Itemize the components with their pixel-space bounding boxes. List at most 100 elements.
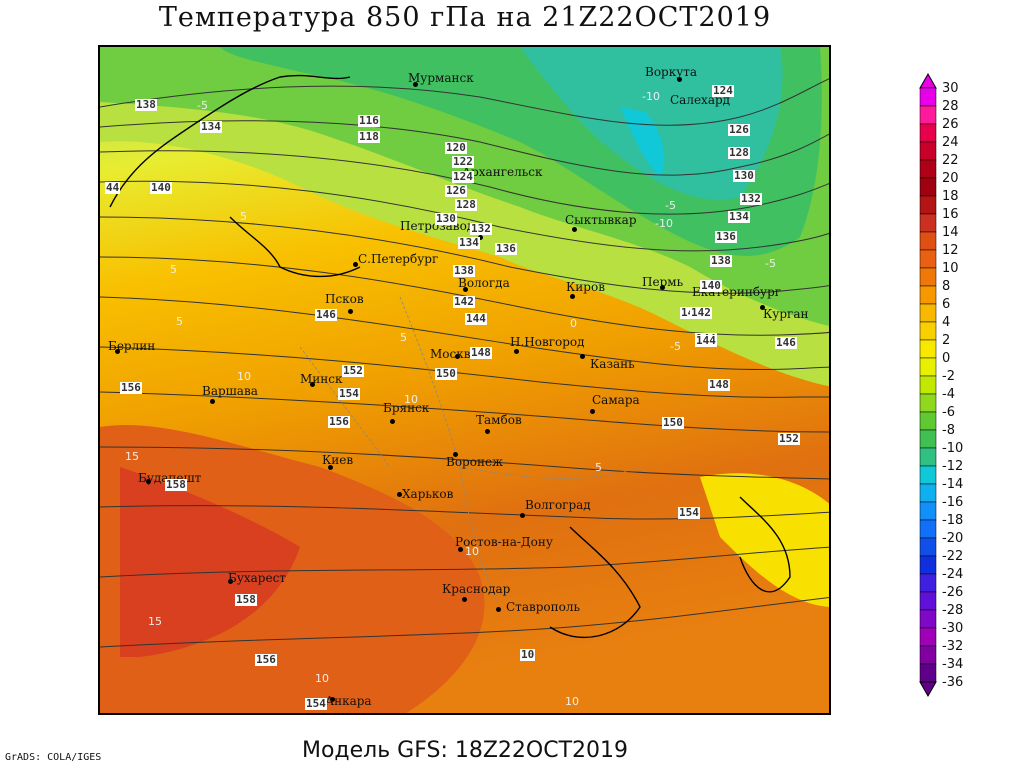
city-vorkuta: Воркута: [645, 65, 698, 79]
colorbar-tick-label: -2: [942, 369, 955, 384]
city-dot: [496, 607, 501, 612]
city-kiev: Киев: [322, 453, 354, 467]
colorbar-tick-label: 28: [942, 99, 959, 114]
city-dot: [660, 285, 665, 290]
city-minsk: Минск: [300, 372, 343, 386]
city-dot: [478, 235, 483, 240]
colorbar-swatch: [919, 285, 937, 305]
colorbar-tick-label: -34: [942, 657, 963, 672]
colorbar-tick-label: 16: [942, 207, 959, 222]
colorbar-swatch: [919, 321, 937, 341]
height-label: 140: [150, 181, 172, 194]
temp-label: 10: [315, 672, 329, 685]
city-dot: [677, 77, 682, 82]
city-berlin: Берлин: [108, 339, 156, 353]
city-dot: [353, 262, 358, 267]
temp-label: 5: [170, 263, 177, 276]
colorbar-tick-label: 8: [942, 279, 950, 294]
height-label: 150: [662, 416, 684, 429]
colorbar-swatch: [919, 591, 937, 611]
height-label: 152: [778, 432, 800, 445]
colorbar-swatch: [919, 87, 937, 107]
city-kirov: Киров: [566, 280, 605, 294]
city-dot: [210, 399, 215, 404]
colorbar-tick-label: 2: [942, 333, 950, 348]
height-label: 154: [305, 697, 327, 710]
city-stavropol: Ставрополь: [506, 600, 581, 614]
city-dot: [590, 409, 595, 414]
colorbar-swatch: [919, 375, 937, 395]
colorbar-swatch: [919, 123, 937, 143]
height-label: 152: [342, 364, 364, 377]
colorbar-swatch: [919, 663, 937, 683]
colorbar-tick-label: 30: [942, 81, 959, 96]
city-vologda: Вологда: [458, 276, 510, 290]
city-spb: С.Петербург: [358, 252, 439, 266]
height-label: 132: [740, 192, 762, 205]
height-label: 142: [690, 306, 712, 319]
colorbar-tick-label: -24: [942, 567, 963, 582]
city-dot: [348, 309, 353, 314]
colorbar-tick-label: 20: [942, 171, 959, 186]
city-volgograd: Волгоград: [525, 498, 591, 512]
height-label: 134: [728, 210, 750, 223]
city-dot: [146, 479, 151, 484]
height-label: 134: [200, 120, 222, 133]
height-label: 122: [452, 155, 474, 168]
colorbar-swatch: [919, 159, 937, 179]
height-label: 146: [315, 308, 337, 321]
city-dot: [580, 354, 585, 359]
colorbar-swatch: [919, 555, 937, 575]
height-label: 132: [470, 222, 492, 235]
height-label: 158: [235, 593, 257, 606]
colorbar-swatch: [919, 447, 937, 467]
colorbar-swatch: [919, 105, 937, 125]
height-label: 156: [255, 653, 277, 666]
height-label: 150: [435, 367, 457, 380]
height-label: 124: [712, 84, 734, 97]
city-samara: Самара: [592, 393, 640, 407]
height-label: 156: [120, 381, 142, 394]
colorbar-tick-label: -30: [942, 621, 963, 636]
colorbar-swatch: [919, 195, 937, 215]
coastlines: [109, 74, 791, 639]
temp-label: 10: [465, 545, 479, 558]
city-murmansk: Мурманск: [408, 71, 474, 85]
city-arkhangelsk: Архангельск: [462, 165, 543, 179]
colorbar-tick-label: 12: [942, 243, 959, 258]
city-kazan: Казань: [590, 357, 635, 371]
temp-label: 10: [565, 695, 579, 708]
city-dot: [458, 547, 463, 552]
colorbar-tick-label: -4: [942, 387, 955, 402]
model-subtitle: Модель GFS: 18Z22OCT2019: [301, 738, 629, 763]
colorbar-swatch: [919, 573, 937, 593]
colorbar-tick-label: 22: [942, 153, 959, 168]
temp-label: -5: [665, 199, 676, 212]
height-label: 136: [715, 230, 737, 243]
city-petrozavodsk: Петрозаводск: [400, 219, 489, 233]
temp-label: -5: [670, 340, 681, 353]
city-dot: [228, 579, 233, 584]
colorbar-swatch: [919, 465, 937, 485]
height-label: 126: [728, 123, 750, 136]
height-label: 146: [775, 336, 797, 349]
height-label: 136: [495, 242, 517, 255]
color-scale-svg: 302826242220181614121086420-2-4-6-8-10-1…: [919, 72, 963, 698]
city-dot: [413, 82, 418, 87]
colorbar-tick-label: -20: [942, 531, 963, 546]
colorbar-tick-label: -6: [942, 405, 955, 420]
colorbar-bottom-arrow: [919, 681, 937, 698]
height-label: 138: [135, 98, 157, 111]
colorbar-tick-label: -10: [942, 441, 963, 456]
colorbar-tick-label: 14: [942, 225, 959, 240]
height-label: 154: [338, 387, 360, 400]
city-kharkov: Харьков: [402, 487, 454, 501]
temp-label: 10: [237, 370, 251, 383]
city-pskov: Псков: [325, 292, 364, 306]
city-dot: [310, 382, 315, 387]
city-dot: [485, 429, 490, 434]
height-label: 116: [358, 114, 380, 127]
city-kurgan: Курган: [763, 307, 809, 321]
height-label: 148: [470, 346, 492, 359]
temp-label: 10: [404, 393, 418, 406]
